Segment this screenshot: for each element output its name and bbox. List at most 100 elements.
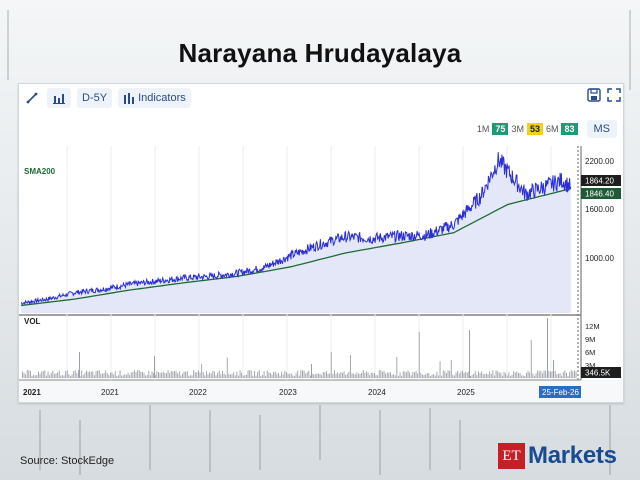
volume-bar [42, 371, 44, 378]
volume-bar [49, 375, 51, 378]
volume-bar [138, 370, 140, 378]
volume-bar [62, 375, 63, 378]
volume-bar [142, 371, 143, 378]
volume-bar [398, 375, 399, 378]
volume-bar [495, 370, 497, 378]
volume-bar [199, 372, 201, 378]
volume-bar [98, 370, 100, 378]
vol-tick-9m: 9M [585, 335, 595, 344]
volume-bar [316, 373, 318, 378]
volume-bar [367, 372, 369, 378]
volume-bar [471, 374, 473, 378]
rating-score-1m: 75 [492, 123, 509, 135]
volume-bar [220, 374, 222, 378]
volume-bar [154, 375, 156, 378]
volume-bar [407, 370, 409, 378]
volume-bar [95, 371, 97, 378]
volume-bar [441, 375, 443, 378]
volume-bar [574, 370, 575, 378]
save-icon[interactable] [587, 88, 601, 107]
volume-bar [262, 374, 263, 378]
date-tag-bg [539, 386, 581, 398]
indicators-button[interactable]: Indicators [118, 88, 191, 108]
volume-bar [551, 371, 553, 378]
volume-bar [383, 370, 385, 378]
volume-bar [548, 370, 550, 378]
volume-bar [97, 370, 99, 378]
chart-toolbar: D-5Y Indicators [19, 84, 627, 112]
volume-bar [358, 373, 359, 378]
volume-bar [106, 373, 108, 378]
ms-button[interactable]: MS [586, 120, 617, 138]
period-button[interactable]: D-5Y [77, 88, 113, 108]
volume-bar [534, 375, 535, 378]
volume-bar [362, 370, 364, 378]
volume-bar [526, 372, 527, 378]
fullscreen-icon[interactable] [607, 88, 621, 107]
volume-bar [454, 375, 455, 378]
volume-bar [402, 371, 404, 378]
volume-bar [314, 374, 316, 378]
volume-bar [186, 371, 188, 378]
volume-bar [23, 372, 25, 378]
volume-bar [569, 372, 571, 378]
volume-bar [313, 374, 315, 378]
volume-bar [417, 373, 419, 378]
volume-bar [422, 374, 423, 378]
price-chart[interactable]: SMA200 VOL 2200.00 1600.00 1000.00 1864.… [19, 84, 623, 402]
volume-bar [239, 370, 241, 378]
volume-bar [233, 372, 235, 378]
volume-bar [258, 370, 260, 378]
volume-bar [137, 370, 139, 378]
volume-bar [92, 371, 94, 378]
vol-tag-bg [581, 367, 621, 378]
volume-bar [503, 372, 505, 378]
bar-chart-icon[interactable] [47, 88, 71, 108]
volume-bar [505, 373, 507, 378]
volume-bar [535, 373, 537, 378]
volume-bar [502, 375, 503, 378]
volume-bar [145, 375, 147, 378]
volume-bar [380, 370, 382, 378]
volume-bar [351, 373, 353, 378]
volume-bar [401, 375, 403, 378]
volume-bar [44, 370, 46, 378]
rating-period-1m: 1M [476, 124, 490, 134]
volume-bar [474, 371, 476, 378]
volume-bar [50, 372, 52, 378]
volume-bar [468, 371, 470, 378]
price-tag: 1864.20 [585, 177, 614, 186]
chart-panel: D-5Y Indicators 1M 75 3M 53 6M 83 MS [18, 83, 624, 403]
price-line [20, 152, 572, 306]
volume-bar [497, 371, 499, 378]
volume-bar [369, 375, 371, 378]
volume-bar [346, 373, 348, 378]
volume-bar [469, 330, 470, 378]
chart-bottom-band [19, 380, 623, 402]
volume-bar [377, 375, 379, 378]
volume-bar [399, 372, 401, 378]
volume-bar [148, 370, 150, 378]
volume-bar [217, 372, 219, 378]
volume-bar [492, 370, 494, 378]
volume-bar [250, 370, 252, 378]
price-tag-bg [581, 175, 621, 186]
rating-period-6m: 6M [545, 124, 559, 134]
volume-bar [290, 373, 292, 378]
volume-bar [90, 371, 92, 378]
volume-bar [561, 375, 563, 378]
volume-bar [306, 372, 308, 378]
volume-bar [342, 372, 343, 378]
volume-bar [118, 375, 119, 378]
volume-bar [514, 372, 516, 378]
volume-bar [452, 374, 454, 378]
volume-bar [326, 371, 327, 378]
volume-bar [113, 374, 115, 378]
volume-bar [567, 376, 569, 378]
volume-bar [366, 371, 367, 378]
trend-line-icon[interactable] [23, 88, 41, 108]
volume-bar [406, 372, 407, 378]
et-badge: ET [498, 443, 525, 469]
volume-bar [268, 372, 270, 378]
volume-bar [412, 371, 414, 378]
